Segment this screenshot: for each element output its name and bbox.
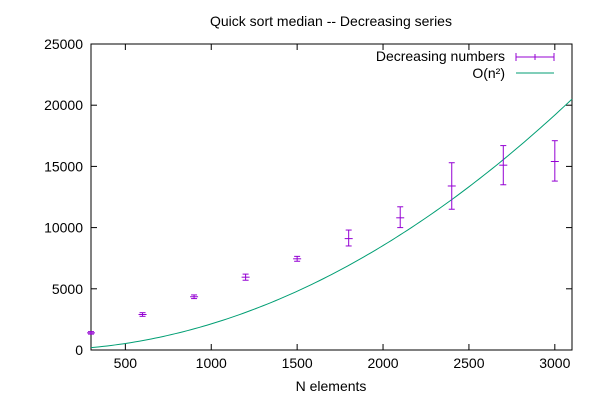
data-point — [550, 140, 559, 182]
data-point — [499, 145, 508, 186]
data-point — [293, 255, 302, 262]
legend-key-decreasing-numbers — [515, 53, 555, 61]
y-tick-label: 25000 — [44, 36, 83, 52]
data-point — [344, 229, 353, 247]
data-point — [87, 331, 95, 335]
data-point — [138, 312, 147, 317]
y-tick-label: 20000 — [44, 97, 83, 113]
legend-label-decreasing-numbers: Decreasing numbers — [376, 48, 505, 64]
x-tick-label: 3000 — [539, 355, 570, 371]
x-tick-label: 500 — [114, 355, 138, 371]
legend: Decreasing numbers O(n²) — [376, 48, 555, 81]
y-tick-label: 0 — [75, 342, 83, 358]
data-point — [190, 294, 199, 300]
legend-label-o-n-squared: O(n²) — [472, 65, 505, 81]
data-point — [447, 162, 456, 210]
y-axis: 0 5000 10000 15000 20000 25000 — [44, 36, 572, 358]
points-layer — [87, 140, 559, 335]
x-axis: 500 1000 1500 2000 2500 3000 — [114, 44, 571, 371]
x-tick-label: 1000 — [196, 355, 227, 371]
x-axis-label: N elements — [296, 378, 367, 394]
x-tick-label: 2500 — [453, 355, 484, 371]
y-tick-label: 10000 — [44, 220, 83, 236]
data-point — [396, 206, 405, 229]
x-tick-label: 1500 — [282, 355, 313, 371]
chart-title: Quick sort median -- Decreasing series — [210, 13, 452, 29]
y-tick-label: 15000 — [44, 158, 83, 174]
x-tick-label: 2000 — [367, 355, 398, 371]
data-point — [241, 273, 250, 281]
plot-frame — [90, 43, 573, 351]
series-line-o-n-squared — [90, 98, 573, 349]
curve-layer — [90, 98, 573, 349]
y-tick-label: 5000 — [52, 281, 83, 297]
